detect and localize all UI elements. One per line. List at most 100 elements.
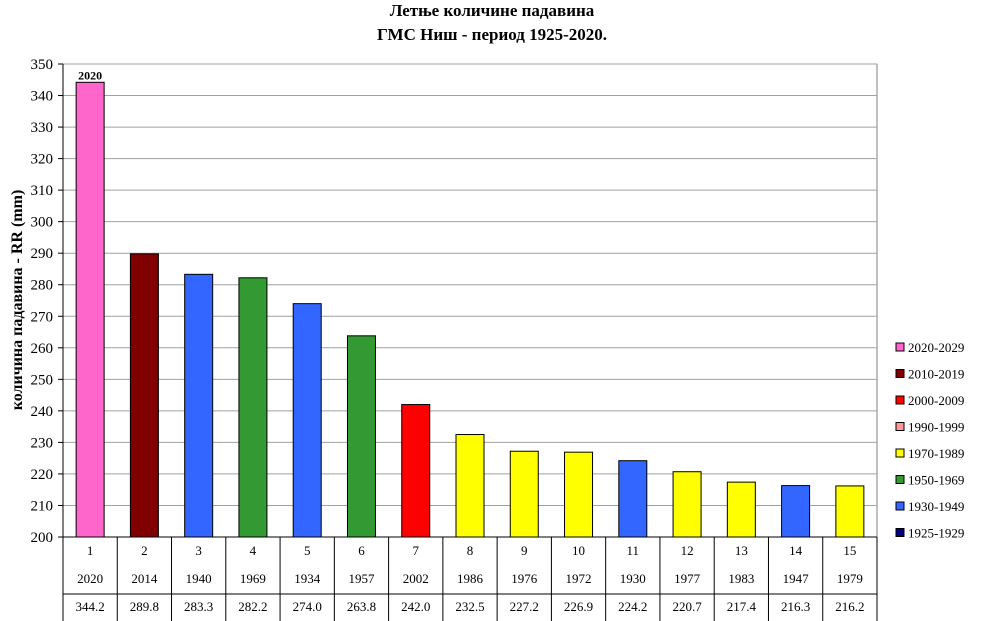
legend-label: 1950-1969 bbox=[908, 473, 964, 488]
rank-label: 10 bbox=[572, 543, 585, 558]
y-tick-label: 290 bbox=[31, 246, 54, 262]
year-label: 1983 bbox=[728, 571, 754, 586]
bars: 2020 bbox=[75, 68, 865, 538]
value-label: 282.2 bbox=[238, 599, 267, 614]
bar-1940 bbox=[184, 273, 214, 538]
value-label: 227.2 bbox=[510, 599, 539, 614]
chart-title-line1: Летње количине падавина bbox=[390, 1, 595, 20]
bar-1934 bbox=[292, 303, 322, 538]
legend-swatch-1950-1969 bbox=[895, 475, 905, 484]
y-tick-label: 350 bbox=[31, 57, 54, 73]
rank-label: 5 bbox=[304, 543, 311, 558]
year-label: 1979 bbox=[837, 571, 863, 586]
rank-label: 1 bbox=[87, 543, 94, 558]
y-tick-label: 280 bbox=[31, 278, 54, 294]
y-tick-label: 200 bbox=[31, 530, 54, 546]
year-label: 1977 bbox=[674, 571, 701, 586]
legend-label: 1970-1989 bbox=[908, 446, 964, 461]
year-label: 1972 bbox=[566, 571, 592, 586]
bar-1983 bbox=[726, 481, 756, 538]
legend-swatch-2020-2029 bbox=[895, 342, 905, 352]
legend-swatch-1930-1949 bbox=[895, 501, 905, 511]
y-axis-label: количина падавина - RR (mm) bbox=[9, 190, 26, 411]
rank-label: 4 bbox=[250, 543, 257, 558]
bar-1930 bbox=[618, 460, 648, 538]
legend-label: 2000-2009 bbox=[908, 393, 964, 408]
bar-1957 bbox=[346, 335, 376, 538]
value-label: 289.8 bbox=[130, 599, 159, 614]
legend-label: 2020-2029 bbox=[908, 340, 964, 355]
y-tick-label: 230 bbox=[31, 435, 54, 451]
value-label: 220.7 bbox=[672, 599, 702, 614]
bar-2002 bbox=[401, 404, 431, 538]
rank-label: 2 bbox=[141, 543, 148, 558]
y-tick-label: 220 bbox=[31, 467, 54, 483]
value-label: 224.2 bbox=[618, 599, 647, 614]
bar-1969 bbox=[238, 277, 268, 538]
value-label: 274.0 bbox=[293, 599, 322, 614]
legend-swatch-1970-1989 bbox=[895, 448, 905, 458]
rank-label: 15 bbox=[843, 543, 856, 558]
y-tick-label: 210 bbox=[31, 498, 54, 514]
legend-label: 1925-1929 bbox=[908, 526, 964, 541]
year-label: 1986 bbox=[457, 571, 484, 586]
bar-1947 bbox=[781, 485, 811, 538]
bar-1986 bbox=[455, 434, 485, 538]
year-label: 1957 bbox=[348, 571, 375, 586]
value-label: 232.5 bbox=[455, 599, 484, 614]
rank-label: 11 bbox=[627, 543, 640, 558]
rank-label: 9 bbox=[521, 543, 528, 558]
rank-label: 12 bbox=[681, 543, 694, 558]
value-label: 216.2 bbox=[835, 599, 864, 614]
rank-label: 14 bbox=[789, 543, 803, 558]
bar-1979 bbox=[835, 485, 865, 538]
year-label: 1947 bbox=[783, 571, 810, 586]
legend-label: 2010-2019 bbox=[908, 367, 964, 382]
bar-2014 bbox=[129, 253, 159, 538]
rank-label: 6 bbox=[358, 543, 365, 558]
value-label: 263.8 bbox=[347, 599, 376, 614]
year-label: 2020 bbox=[77, 571, 103, 586]
value-label: 283.3 bbox=[184, 599, 213, 614]
year-label: 1930 bbox=[620, 571, 646, 586]
year-label: 1969 bbox=[240, 571, 266, 586]
rank-label: 7 bbox=[412, 543, 419, 558]
legend-swatch-1925-1929 bbox=[895, 528, 905, 537]
y-tick-label: 340 bbox=[31, 89, 54, 105]
category-table: 1 2020 344.2 2 2014 289.8 3 1940 283.3 4 1969 282.2… bbox=[62, 536, 878, 621]
value-label: 216.3 bbox=[781, 599, 810, 614]
y-tick-label: 250 bbox=[31, 372, 54, 388]
year-label: 2002 bbox=[403, 571, 429, 586]
y-tick-label: 320 bbox=[31, 152, 54, 168]
legend-swatch-2000-2009 bbox=[895, 395, 905, 405]
y-tick-label: 260 bbox=[31, 341, 54, 357]
rank-label: 13 bbox=[735, 543, 748, 558]
rank-label: 8 bbox=[467, 543, 474, 558]
y-tick-label: 330 bbox=[31, 120, 54, 136]
value-label: 226.9 bbox=[564, 599, 593, 614]
bar-1977 bbox=[672, 471, 702, 538]
y-tick-label: 270 bbox=[31, 309, 54, 325]
legend: 2020-2029 2010-2019 2000-2009 1990-1999 1970… bbox=[895, 340, 964, 541]
legend-swatch-2010-2019 bbox=[895, 369, 905, 378]
legend-label: 1930-1949 bbox=[908, 499, 964, 514]
bar-2020 bbox=[75, 81, 105, 538]
value-label: 217.4 bbox=[727, 599, 757, 614]
bar-1976 bbox=[509, 450, 539, 538]
year-label: 1940 bbox=[186, 571, 212, 586]
rank-label: 3 bbox=[195, 543, 202, 558]
y-tick-label: 300 bbox=[31, 215, 54, 231]
y-axis-ticks: 200 210 220 230 240 250 260 270 280 290 300 310 320 3… bbox=[31, 57, 64, 546]
bar-annotation: 2020 bbox=[78, 68, 102, 82]
value-label: 344.2 bbox=[76, 599, 105, 614]
y-tick-label: 240 bbox=[31, 404, 54, 420]
y-tick-label: 310 bbox=[31, 183, 54, 199]
year-label: 2014 bbox=[131, 571, 158, 586]
year-label: 1976 bbox=[511, 571, 538, 586]
legend-label: 1990-1999 bbox=[908, 420, 964, 435]
legend-swatch-1990-1999 bbox=[895, 422, 905, 431]
bar-1972 bbox=[564, 451, 594, 538]
year-label: 1934 bbox=[294, 571, 321, 586]
value-label: 242.0 bbox=[401, 599, 430, 614]
